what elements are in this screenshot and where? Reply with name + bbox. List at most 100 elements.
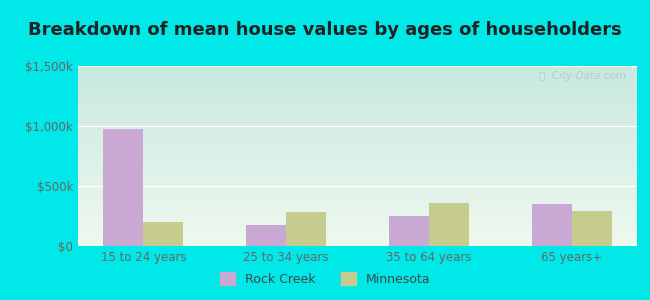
Bar: [78, 116, 637, 118]
Bar: [78, 161, 637, 163]
Text: ⓘ  City-Data.com: ⓘ City-Data.com: [539, 71, 626, 81]
Bar: [78, 197, 637, 199]
Bar: [78, 183, 637, 185]
Bar: [78, 176, 637, 178]
Bar: [78, 113, 637, 115]
Bar: [78, 88, 637, 89]
Bar: [78, 138, 637, 140]
Bar: [78, 223, 637, 224]
Text: Breakdown of mean house values by ages of householders: Breakdown of mean house values by ages o…: [28, 21, 622, 39]
Bar: [78, 115, 637, 116]
Bar: [78, 127, 637, 129]
Bar: [78, 170, 637, 172]
Bar: [78, 93, 637, 95]
Bar: [78, 199, 637, 201]
Bar: [78, 235, 637, 237]
Bar: [78, 91, 637, 93]
Bar: [78, 100, 637, 102]
Bar: [78, 174, 637, 176]
Bar: [78, 188, 637, 190]
Bar: [78, 125, 637, 127]
Bar: [78, 84, 637, 86]
Bar: [78, 205, 637, 206]
Bar: [78, 214, 637, 215]
Bar: [78, 224, 637, 226]
Bar: [78, 221, 637, 223]
Bar: [78, 66, 637, 68]
Bar: [78, 242, 637, 244]
Bar: [78, 147, 637, 149]
Bar: [78, 122, 637, 124]
Bar: [78, 140, 637, 142]
Bar: [78, 136, 637, 138]
Bar: [78, 68, 637, 70]
Bar: [78, 86, 637, 88]
Bar: [389, 216, 429, 246]
Bar: [78, 192, 637, 194]
Bar: [78, 133, 637, 134]
Bar: [246, 225, 286, 246]
Bar: [78, 82, 637, 84]
Bar: [78, 244, 637, 246]
Bar: [78, 203, 637, 205]
Bar: [78, 106, 637, 107]
Bar: [78, 232, 637, 233]
Bar: [78, 111, 637, 113]
Bar: [78, 149, 637, 151]
Bar: [78, 181, 637, 183]
Bar: [78, 237, 637, 239]
Bar: [78, 152, 637, 154]
Bar: [78, 73, 637, 75]
Bar: [78, 215, 637, 217]
Bar: [78, 185, 637, 187]
Bar: [78, 230, 637, 232]
Bar: [286, 212, 326, 246]
Bar: [78, 107, 637, 109]
Bar: [78, 156, 637, 158]
Bar: [78, 75, 637, 77]
Bar: [78, 163, 637, 165]
Bar: [78, 241, 637, 242]
Bar: [78, 239, 637, 241]
Bar: [78, 131, 637, 133]
Bar: [78, 124, 637, 125]
Bar: [78, 217, 637, 219]
Bar: [78, 172, 637, 174]
Bar: [103, 129, 144, 246]
Bar: [429, 203, 469, 246]
Bar: [78, 70, 637, 71]
Bar: [78, 196, 637, 197]
Bar: [78, 134, 637, 136]
Bar: [78, 160, 637, 161]
Bar: [78, 98, 637, 100]
Bar: [78, 151, 637, 152]
Bar: [78, 120, 637, 122]
Bar: [78, 97, 637, 98]
Bar: [78, 206, 637, 208]
Bar: [78, 104, 637, 106]
Bar: [78, 143, 637, 145]
Bar: [144, 222, 183, 246]
Bar: [78, 228, 637, 230]
Bar: [78, 179, 637, 181]
Bar: [78, 210, 637, 212]
Bar: [78, 208, 637, 210]
Bar: [78, 167, 637, 169]
Bar: [78, 158, 637, 160]
Bar: [78, 102, 637, 104]
Bar: [78, 80, 637, 82]
Legend: Rock Creek, Minnesota: Rock Creek, Minnesota: [215, 267, 435, 291]
Bar: [78, 178, 637, 179]
Bar: [78, 95, 637, 97]
Bar: [78, 190, 637, 192]
Bar: [78, 169, 637, 170]
Bar: [78, 79, 637, 80]
Bar: [78, 165, 637, 167]
Bar: [78, 71, 637, 73]
Bar: [78, 77, 637, 79]
Bar: [78, 118, 637, 120]
Bar: [78, 129, 637, 131]
Bar: [78, 142, 637, 143]
Bar: [78, 194, 637, 196]
Bar: [78, 226, 637, 228]
